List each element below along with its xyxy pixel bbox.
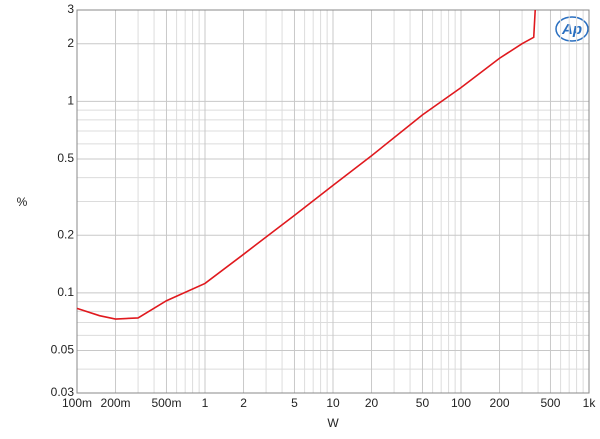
x-tick-label: 500: [540, 396, 560, 410]
logo: Ap: [561, 21, 582, 38]
y-tick-label: 0.03: [51, 385, 75, 399]
y-tick-label: 2: [67, 36, 74, 50]
x-tick-label: 500m: [151, 396, 181, 410]
data-line: [76, 9, 537, 320]
x-tick-label: 5: [291, 396, 298, 410]
x-tick-label: 1k: [583, 396, 597, 410]
x-tick-label: 2: [240, 396, 247, 410]
x-tick-label: 10: [326, 396, 340, 410]
logo-badge: [555, 16, 589, 42]
x-tick-label: 100: [451, 396, 471, 410]
y-tick-label: 3: [67, 2, 74, 16]
x-tick-label: 20: [365, 396, 379, 410]
y-tick-label: 0.1: [57, 285, 74, 299]
y-axis-label: %: [17, 195, 28, 209]
x-tick-label: 200: [490, 396, 510, 410]
x-tick-label: 100m: [62, 396, 92, 410]
y-tick-label: 0.05: [51, 343, 75, 357]
x-tick-label: 1: [202, 396, 209, 410]
x-tick-label: 200m: [101, 396, 131, 410]
x-axis-label: W: [327, 416, 339, 430]
y-tick-label: 0.2: [57, 227, 74, 241]
y-tick-label: 0.5: [57, 151, 74, 165]
y-tick-label: 1: [67, 94, 74, 108]
plot-frame: [76, 9, 590, 394]
x-tick-label: 50: [416, 396, 430, 410]
